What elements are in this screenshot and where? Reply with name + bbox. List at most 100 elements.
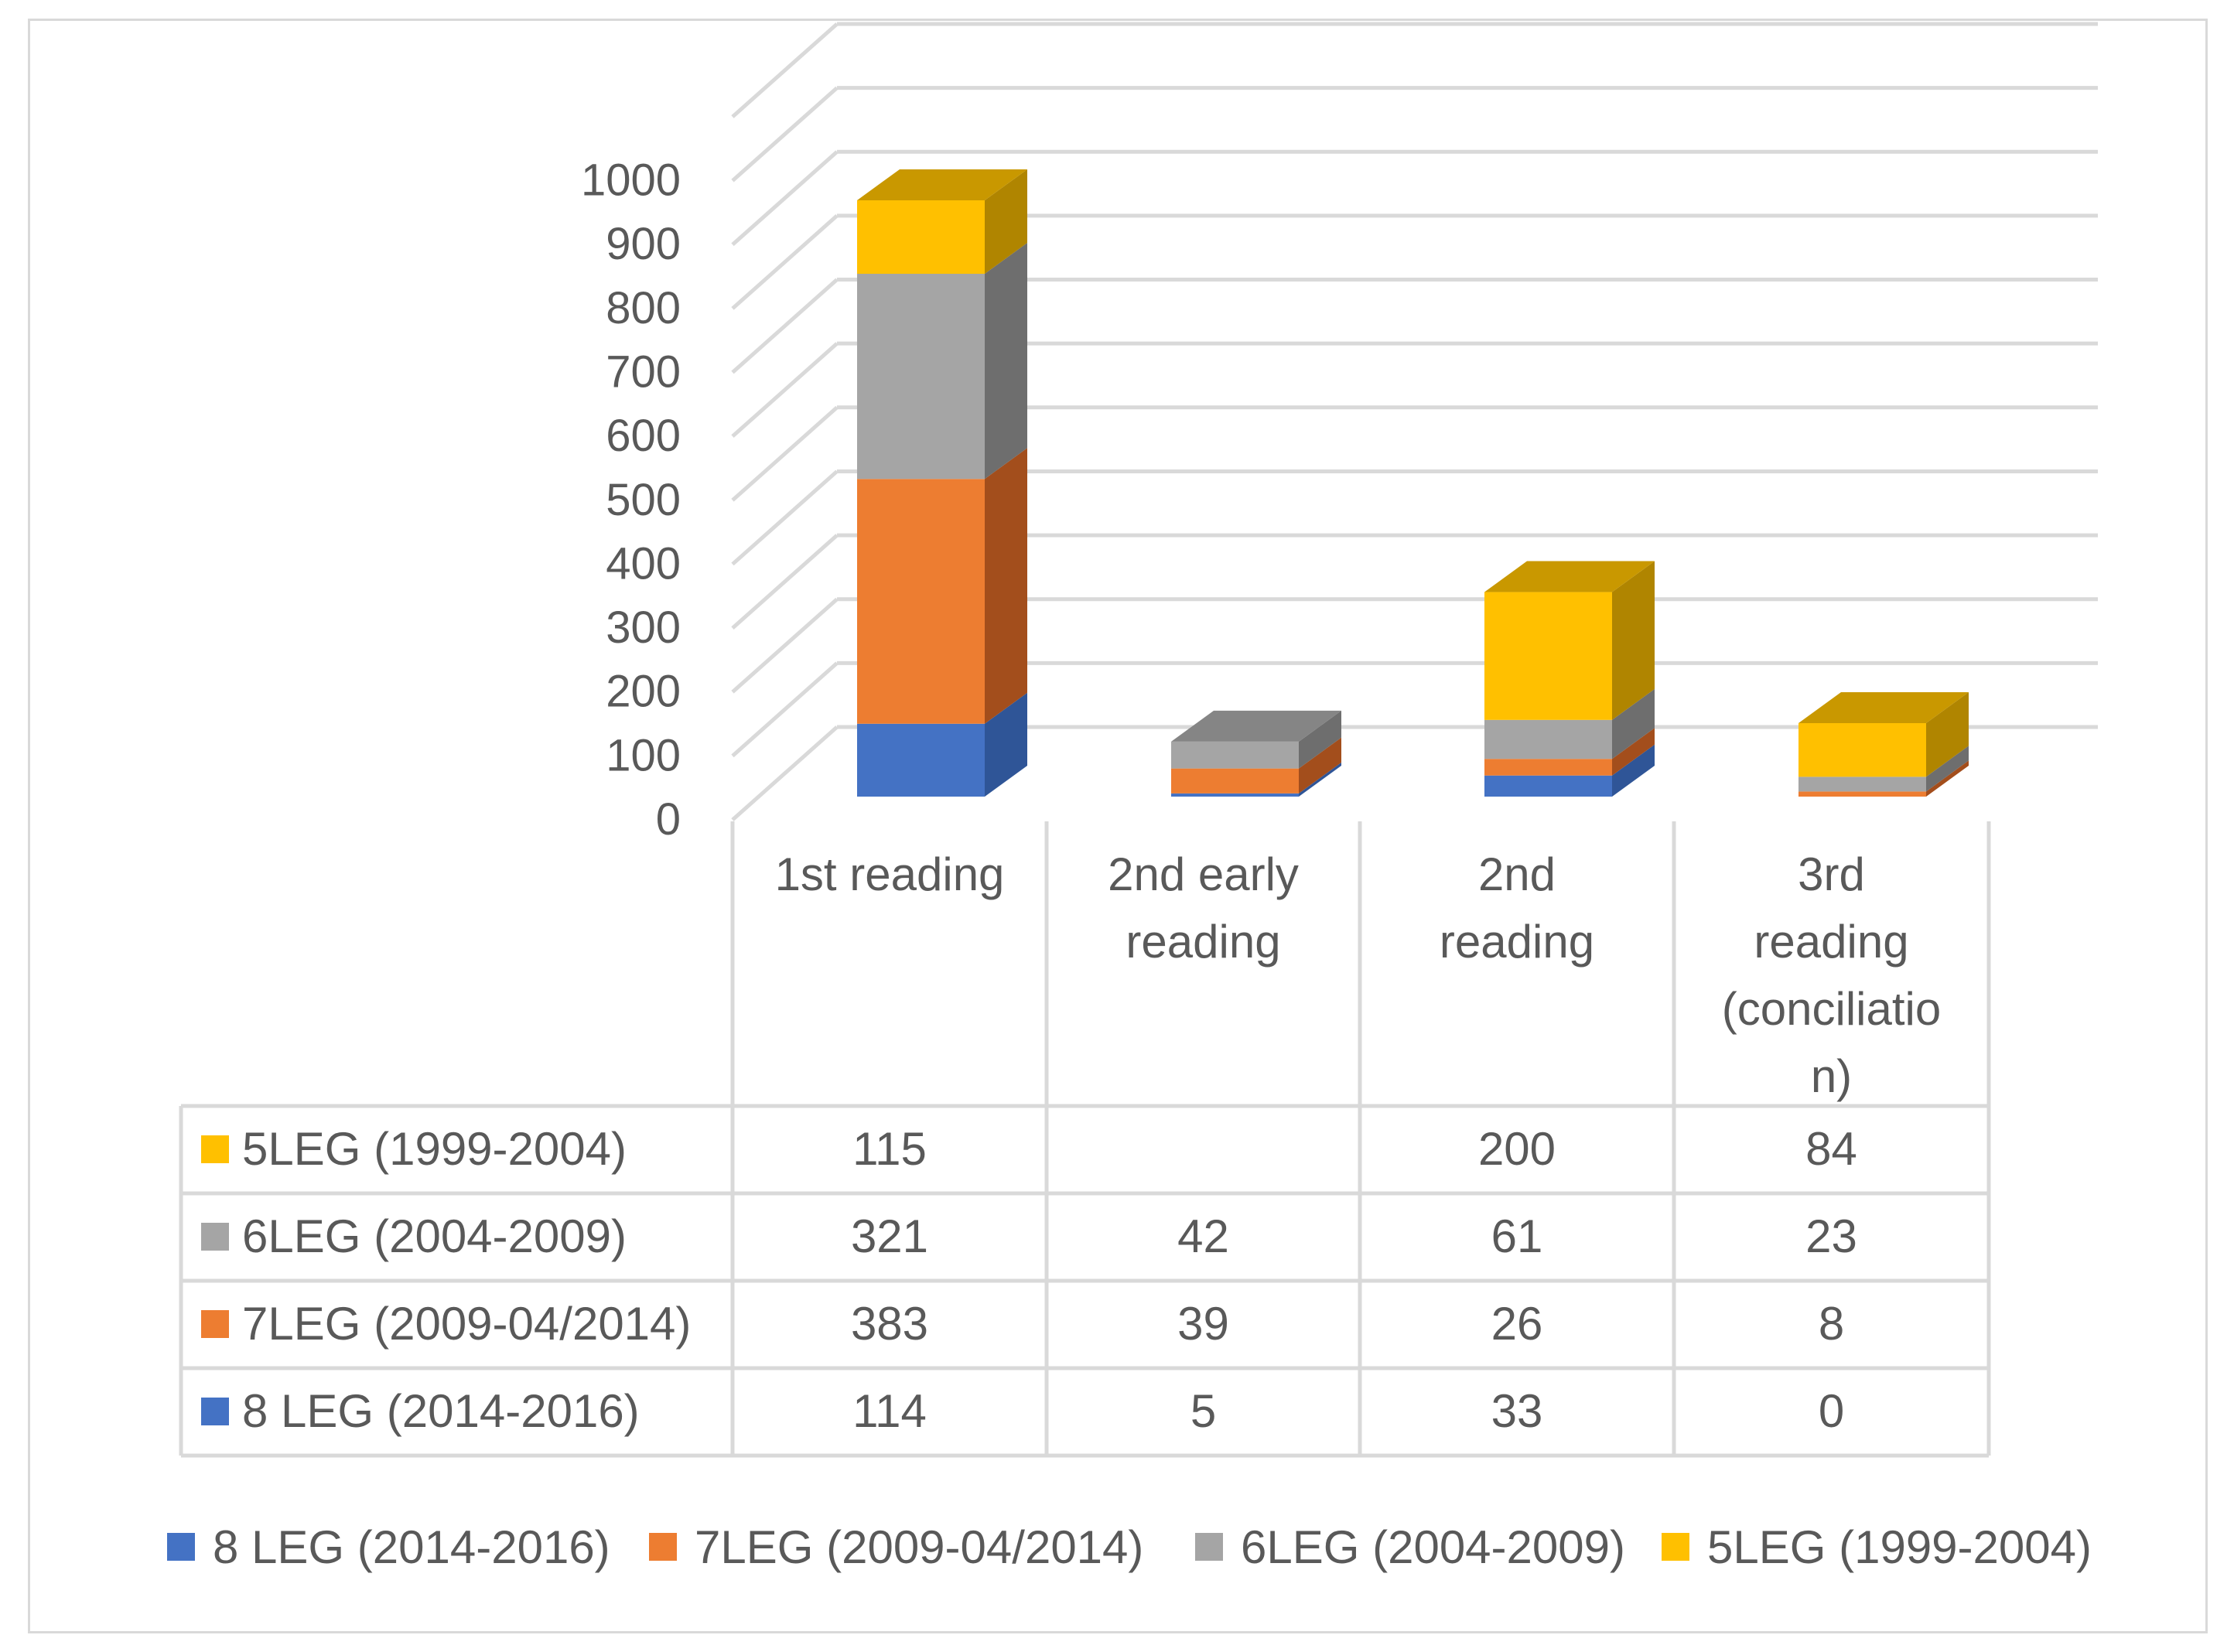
category-label: n) — [1811, 1050, 1852, 1102]
y-tick-label: 300 — [606, 602, 681, 653]
bar-5leg-1999-2004-3rd-reading-conciliation — [1798, 722, 1926, 777]
table-cell-value: 0 — [1819, 1385, 1844, 1437]
table-cell-value: 84 — [1805, 1123, 1857, 1175]
y-tick-label: 800 — [606, 283, 681, 333]
gridline-side — [731, 22, 839, 118]
bar-8-leg-2014-2016-2nd-reading — [1484, 775, 1612, 797]
bar-top-3rd-reading-conciliation — [1798, 691, 1969, 723]
legend-swatch-7leg-2009-04-2014 — [649, 1533, 677, 1561]
bar-side-8-leg-2014-2016-1st-reading — [985, 692, 1027, 797]
table-cell-value: 61 — [1491, 1210, 1543, 1262]
bar-side-6leg-2004-2009-2nd-early-reading — [1299, 710, 1341, 769]
table-legend-key — [201, 1135, 229, 1163]
y-tick-label: 400 — [606, 538, 681, 589]
gridline-side — [731, 86, 839, 183]
table-cell-value: 5 — [1190, 1385, 1216, 1437]
table-cell-value: 383 — [851, 1298, 928, 1350]
y-tick-label: 1000 — [581, 155, 681, 206]
legend-label-6leg-2004-2009: 6LEG (2004-2009) — [1241, 1521, 1625, 1573]
gridlines — [731, 22, 2098, 821]
bar-side-8-leg-2014-2016-2nd-reading — [1612, 744, 1655, 797]
bar-8-leg-2014-2016-1st-reading — [857, 723, 985, 797]
bar-side-7leg-2009-04-2014-1st-reading — [985, 448, 1027, 724]
legend-label-7leg-2009-04-2014: 7LEG (2009-04/2014) — [695, 1521, 1143, 1573]
table-cell-value: 321 — [851, 1210, 928, 1262]
category-label: 2nd — [1478, 848, 1556, 900]
table-legend-key — [201, 1223, 229, 1251]
bar-side-5leg-1999-2004-1st-reading — [985, 169, 1027, 275]
bar-top-2nd-early-reading — [1171, 710, 1341, 742]
gridline-side — [731, 278, 839, 374]
bar-6leg-2004-2009-2nd-early-reading — [1171, 741, 1299, 769]
bar-7leg-2009-04-2014-2nd-reading — [1484, 759, 1612, 776]
legend-label-5leg-1999-2004: 5LEG (1999-2004) — [1707, 1521, 2092, 1573]
gridline-side — [731, 150, 839, 247]
gridline-side — [731, 661, 839, 758]
y-tick-label: 200 — [606, 667, 681, 717]
bar-7leg-2009-04-2014-2nd-early-reading — [1171, 768, 1299, 794]
category-label: 3rd — [1798, 848, 1865, 900]
bar-7leg-2009-04-2014-1st-reading — [857, 479, 985, 724]
gridline-side — [731, 469, 839, 566]
y-tick-label: 500 — [606, 475, 681, 525]
bar-side-6leg-2004-2009-3rd-reading-conciliation — [1926, 746, 1969, 792]
bar-side-5leg-1999-2004-3rd-reading-conciliation — [1926, 691, 1969, 777]
table-row-label: 5LEG (1999-2004) — [242, 1123, 627, 1175]
gridline-side — [731, 342, 839, 439]
table-cell-value: 200 — [1478, 1123, 1556, 1175]
bar-side-7leg-2009-04-2014-2nd-reading — [1612, 728, 1655, 776]
bar-side-7leg-2009-04-2014-2nd-early-reading — [1299, 737, 1341, 794]
table-row-label: 7LEG (2009-04/2014) — [242, 1298, 691, 1350]
table-legend-key — [201, 1310, 229, 1338]
data-table: 1st reading 2nd early reading 2nd reading 3rd… — [179, 821, 1991, 1458]
bar-top-2nd-reading — [1484, 561, 1655, 592]
y-tick-label: 600 — [606, 411, 681, 461]
table-cell-value: 39 — [1177, 1298, 1229, 1350]
legend: 8 LEG (2014-2016) 7LEG (2009-04/2014) 6LEG… — [167, 1521, 2092, 1573]
chart-frame — [28, 19, 2208, 1633]
table-legend-key — [201, 1398, 229, 1425]
legend-label-8-leg-2014-2016: 8 LEG (2014-2016) — [213, 1521, 610, 1573]
bar-side-8-leg-2014-2016-2nd-early-reading — [1299, 762, 1341, 797]
table-cell-value: 26 — [1491, 1298, 1543, 1350]
legend-swatch-6leg-2004-2009 — [1195, 1533, 1223, 1561]
table-cell-value: 42 — [1177, 1210, 1229, 1262]
category-label: 1st reading — [775, 848, 1005, 900]
bar-8-leg-2014-2016-2nd-early-reading — [1171, 793, 1299, 797]
table-cell-value: 33 — [1491, 1385, 1543, 1437]
bar-side-7leg-2009-04-2014-3rd-reading-conciliation — [1926, 760, 1969, 797]
category-label: reading — [1440, 916, 1594, 968]
bars — [857, 169, 1969, 797]
y-tick-label: 0 — [656, 794, 681, 845]
gridline-side — [731, 214, 839, 310]
y-axis: 0 100 200 300 400 500 600 700 800 900 1000 — [581, 155, 681, 845]
table-cell-value: 114 — [852, 1385, 927, 1437]
category-label: 2nd early — [1108, 848, 1299, 900]
bar-6leg-2004-2009-3rd-reading-conciliation — [1798, 777, 1926, 792]
legend-swatch-5leg-1999-2004 — [1662, 1533, 1689, 1561]
table-cell-value: 23 — [1805, 1210, 1857, 1262]
bar-6leg-2004-2009-1st-reading — [857, 274, 985, 480]
table-cell-value: 8 — [1819, 1298, 1844, 1350]
gridline-side — [731, 405, 839, 502]
legend-swatch-8-leg-2014-2016 — [167, 1533, 195, 1561]
table-cell-value: 115 — [852, 1123, 927, 1175]
table-row-label: 8 LEG (2014-2016) — [242, 1385, 640, 1437]
category-label: (conciliatio — [1722, 983, 1941, 1035]
category-label: reading — [1126, 916, 1280, 968]
bar-side-6leg-2004-2009-1st-reading — [985, 243, 1027, 480]
bar-5leg-1999-2004-1st-reading — [857, 200, 985, 275]
bar-side-5leg-1999-2004-2nd-reading — [1612, 561, 1655, 720]
y-tick-label: 900 — [606, 219, 681, 269]
category-label: reading — [1754, 916, 1908, 968]
bar-6leg-2004-2009-2nd-reading — [1484, 719, 1612, 759]
gridline-side — [731, 725, 839, 821]
bar-side-6leg-2004-2009-2nd-reading — [1612, 688, 1655, 759]
y-tick-label: 100 — [606, 730, 681, 780]
bar-5leg-1999-2004-2nd-reading — [1484, 592, 1612, 720]
bar-7leg-2009-04-2014-3rd-reading-conciliation — [1798, 791, 1926, 797]
gridline-side — [731, 534, 839, 630]
table-row-label: 6LEG (2004-2009) — [242, 1210, 627, 1262]
gridline-side — [731, 597, 839, 694]
